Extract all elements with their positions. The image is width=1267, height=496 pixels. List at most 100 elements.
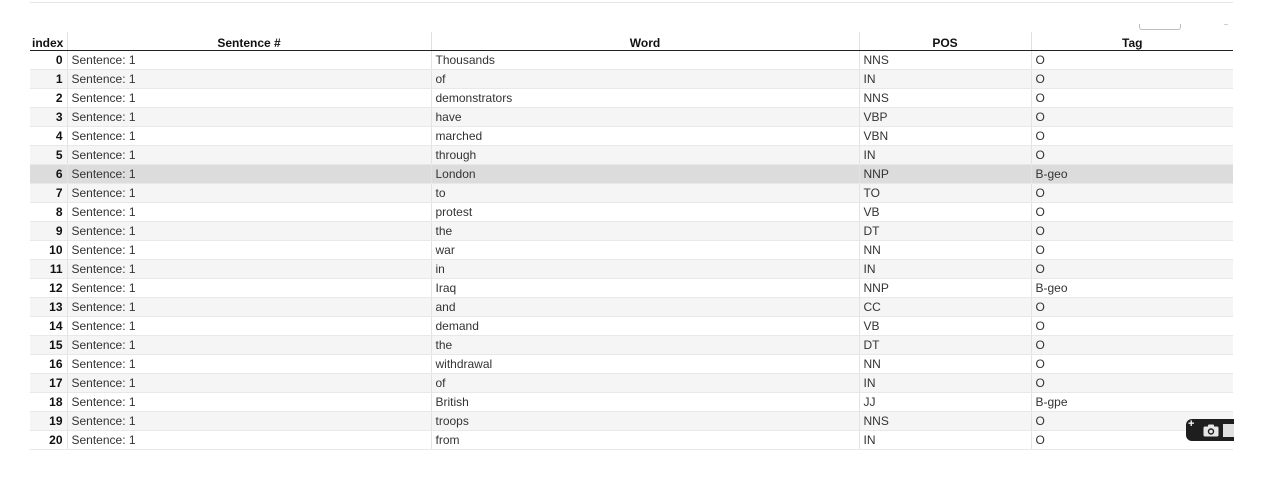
table-row[interactable]: 16 Sentence: 1 withdrawal NN O bbox=[30, 354, 1233, 374]
cell-sentence: Sentence: 1 bbox=[66, 430, 431, 450]
cell-sentence: Sentence: 1 bbox=[66, 50, 431, 70]
cell-word: London bbox=[430, 164, 859, 184]
cell-index: 19 bbox=[30, 411, 67, 431]
table-row[interactable]: 3 Sentence: 1 have VBP O bbox=[30, 107, 1233, 127]
cell-sentence: Sentence: 1 bbox=[66, 69, 431, 89]
cell-word: have bbox=[430, 107, 859, 127]
cell-word: Iraq bbox=[430, 278, 859, 298]
cell-word: to bbox=[430, 183, 859, 203]
cell-sentence: Sentence: 1 bbox=[66, 107, 431, 127]
cell-word: protest bbox=[430, 202, 859, 222]
cell-word: war bbox=[430, 240, 859, 260]
cell-tag: O bbox=[1030, 335, 1233, 355]
header-row: index Sentence # Word POS Tag bbox=[30, 32, 1233, 51]
cell-word: and bbox=[430, 297, 859, 317]
cell-index: 10 bbox=[30, 240, 67, 260]
cell-sentence: Sentence: 1 bbox=[66, 392, 431, 412]
cell-tag: O bbox=[1030, 430, 1233, 450]
cell-sentence: Sentence: 1 bbox=[66, 126, 431, 146]
table-row[interactable]: 20 Sentence: 1 from IN O bbox=[30, 430, 1233, 450]
table-header: index Sentence # Word POS Tag bbox=[30, 32, 1233, 51]
cell-index: 16 bbox=[30, 354, 67, 374]
cell-index: 3 bbox=[30, 107, 67, 127]
table-row[interactable]: 8 Sentence: 1 protest VB O bbox=[30, 202, 1233, 222]
cell-pos: NNS bbox=[858, 50, 1031, 70]
camera-icon[interactable] bbox=[1203, 424, 1219, 437]
table-row[interactable]: 10 Sentence: 1 war NN O bbox=[30, 240, 1233, 260]
cell-sentence: Sentence: 1 bbox=[66, 259, 431, 279]
table-row[interactable]: 13 Sentence: 1 and CC O bbox=[30, 297, 1233, 317]
screenshot-widget[interactable]: + bbox=[1186, 419, 1234, 441]
cell-word: demand bbox=[430, 316, 859, 336]
table-row[interactable]: 1 Sentence: 1 of IN O bbox=[30, 69, 1233, 89]
cell-pos: NNP bbox=[858, 278, 1031, 298]
cell-word: through bbox=[430, 145, 859, 165]
cell-pos: NNS bbox=[858, 411, 1031, 431]
cell-sentence: Sentence: 1 bbox=[66, 221, 431, 241]
cell-tag: O bbox=[1030, 202, 1233, 222]
table-row[interactable]: 5 Sentence: 1 through IN O bbox=[30, 145, 1233, 165]
cell-index: 5 bbox=[30, 145, 67, 165]
table-row[interactable]: 4 Sentence: 1 marched VBN O bbox=[30, 126, 1233, 146]
cell-tag: O bbox=[1030, 411, 1233, 431]
cell-tag: O bbox=[1030, 107, 1233, 127]
cell-word: British bbox=[430, 392, 859, 412]
cell-tag: O bbox=[1030, 259, 1233, 279]
cell-word: Thousands bbox=[430, 50, 859, 70]
table-row[interactable]: 11 Sentence: 1 in IN O bbox=[30, 259, 1233, 279]
cell-sentence: Sentence: 1 bbox=[66, 373, 431, 393]
table-row[interactable]: 14 Sentence: 1 demand VB O bbox=[30, 316, 1233, 336]
table-row[interactable]: 0 Sentence: 1 Thousands NNS O bbox=[30, 50, 1233, 70]
cell-sentence: Sentence: 1 bbox=[66, 164, 431, 184]
cell-pos: IN bbox=[858, 145, 1031, 165]
cell-word: of bbox=[430, 69, 859, 89]
cell-pos: VB bbox=[858, 316, 1031, 336]
cell-pos: TO bbox=[858, 183, 1031, 203]
cell-tag: O bbox=[1030, 373, 1233, 393]
cell-sentence: Sentence: 1 bbox=[66, 297, 431, 317]
cell-tag: O bbox=[1030, 145, 1233, 165]
cell-pos: NNS bbox=[858, 88, 1031, 108]
table-row[interactable]: 2 Sentence: 1 demonstrators NNS O bbox=[30, 88, 1233, 108]
cell-index: 15 bbox=[30, 335, 67, 355]
cell-tag: O bbox=[1030, 240, 1233, 260]
cell-word: from bbox=[430, 430, 859, 450]
cell-word: in bbox=[430, 259, 859, 279]
cell-tag: O bbox=[1030, 69, 1233, 89]
table-row[interactable]: 18 Sentence: 1 British JJ B-gpe bbox=[30, 392, 1233, 412]
column-header-tag: Tag bbox=[1030, 32, 1233, 51]
cell-word: of bbox=[430, 373, 859, 393]
cell-index: 11 bbox=[30, 259, 67, 279]
cell-tag: B-geo bbox=[1030, 278, 1233, 298]
table-row[interactable]: 7 Sentence: 1 to TO O bbox=[30, 183, 1233, 203]
cell-tag: O bbox=[1030, 221, 1233, 241]
cell-index: 18 bbox=[30, 392, 67, 412]
top-divider bbox=[30, 2, 1233, 3]
table-row[interactable]: 17 Sentence: 1 of IN O bbox=[30, 373, 1233, 393]
cell-word: demonstrators bbox=[430, 88, 859, 108]
table-row[interactable]: 9 Sentence: 1 the DT O bbox=[30, 221, 1233, 241]
cell-pos: IN bbox=[858, 430, 1031, 450]
cell-index: 4 bbox=[30, 126, 67, 146]
table-row[interactable]: 6 Sentence: 1 London NNP B-geo bbox=[30, 164, 1233, 184]
table-row[interactable]: 19 Sentence: 1 troops NNS O bbox=[30, 411, 1233, 431]
column-header-sentence: Sentence # bbox=[66, 32, 431, 51]
minimize-dash[interactable] bbox=[1224, 24, 1228, 25]
cell-word: withdrawal bbox=[430, 354, 859, 374]
cell-tag: O bbox=[1030, 297, 1233, 317]
table-row[interactable]: 15 Sentence: 1 the DT O bbox=[30, 335, 1233, 355]
cell-index: 2 bbox=[30, 88, 67, 108]
plus-icon[interactable]: + bbox=[1188, 419, 1195, 430]
cell-sentence: Sentence: 1 bbox=[66, 88, 431, 108]
cell-pos: IN bbox=[858, 373, 1031, 393]
cell-tag: O bbox=[1030, 354, 1233, 374]
cell-tag: O bbox=[1030, 50, 1233, 70]
cell-index: 0 bbox=[30, 50, 67, 70]
cell-word: the bbox=[430, 221, 859, 241]
table-body: 0 Sentence: 1 Thousands NNS O 1 Sentence: 1 of I… bbox=[30, 50, 1233, 450]
cell-index: 17 bbox=[30, 373, 67, 393]
cell-sentence: Sentence: 1 bbox=[66, 354, 431, 374]
table-row[interactable]: 12 Sentence: 1 Iraq NNP B-geo bbox=[30, 278, 1233, 298]
scroll-control[interactable] bbox=[1139, 24, 1181, 30]
